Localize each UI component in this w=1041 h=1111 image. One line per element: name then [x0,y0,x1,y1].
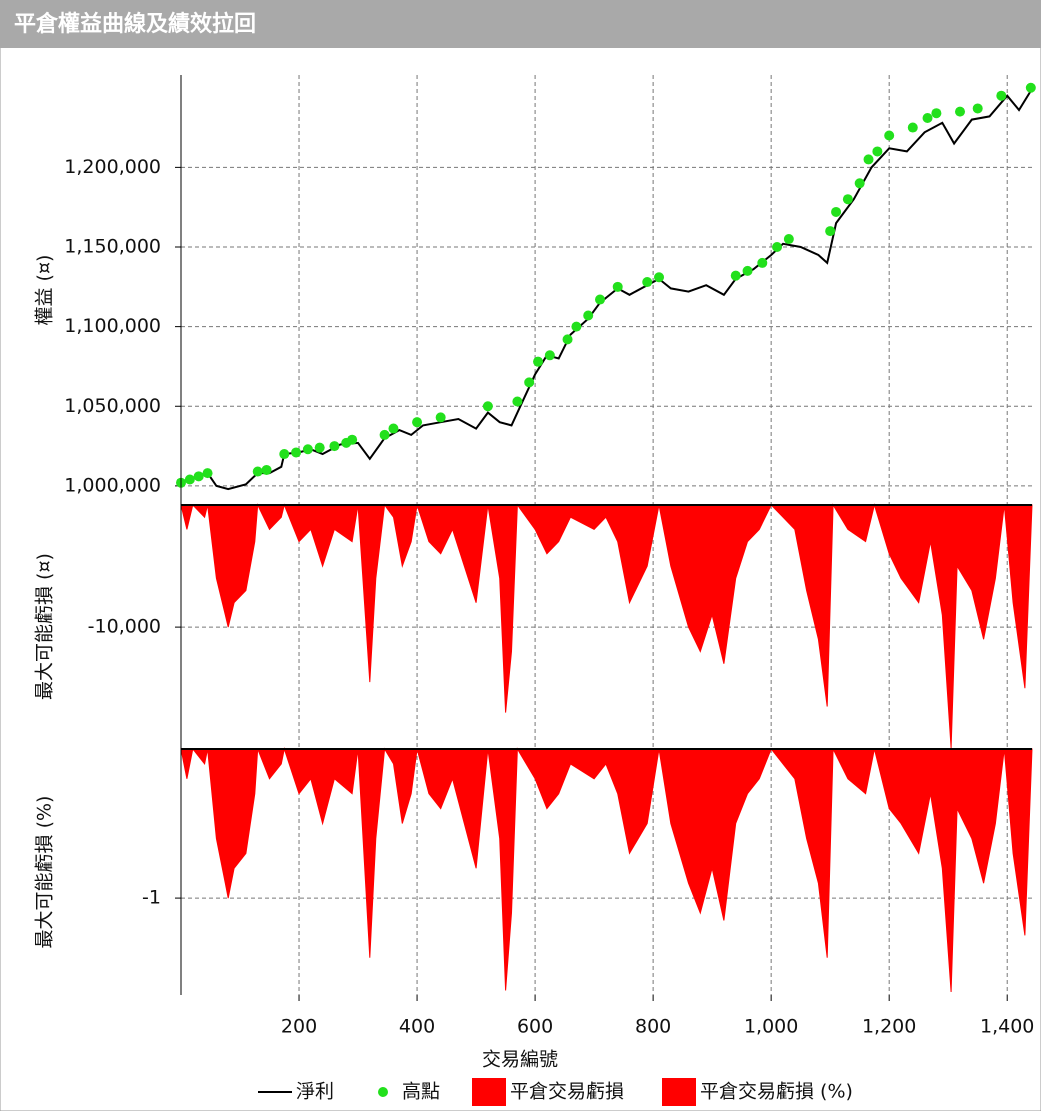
legend-swatch [472,1078,506,1106]
y-tick-label: -10,000 [88,616,161,638]
high-point [854,178,865,189]
high-point [524,377,535,388]
drawdown-area [180,503,1033,749]
high-point [302,444,313,455]
high-point [922,113,933,123]
high-point [571,321,582,332]
high-point [261,464,272,475]
window-title: 平倉權益曲線及績效拉回 [14,11,256,37]
high-point [772,242,783,252]
y-tick-label: -1 [142,887,161,909]
high-point [872,146,883,157]
high-point [482,401,493,412]
x-tick-label: 400 [399,1016,435,1038]
high-point [314,442,325,453]
high-point [907,122,918,133]
high-point [252,466,263,477]
legend-swatch [662,1078,696,1106]
high-point [842,194,853,205]
high-point [757,257,768,268]
y-tick-label: 1,100,000 [64,315,161,337]
high-point [931,108,942,119]
legend-label: 淨利 [296,1081,334,1103]
x-tick-label: 800 [635,1016,671,1038]
x-tick-label: 1,400 [980,1016,1034,1038]
y-tick-label: 1,200,000 [64,156,161,178]
high-point [202,468,213,479]
high-point [654,272,665,283]
high-point [583,310,594,321]
high-point [742,265,753,276]
high-point [612,281,623,292]
high-point [642,277,653,288]
x-tick-label: 1,000 [744,1016,798,1038]
high-point [544,350,555,361]
high-point [279,449,290,460]
x-tick-label: 200 [281,1016,317,1038]
high-point [955,106,966,117]
legend-label: 平倉交易虧損 [510,1081,624,1103]
high-point [1025,82,1036,93]
drawdown-area [180,747,1033,993]
high-point [193,471,204,482]
high-point [831,206,842,217]
high-point [730,270,741,281]
high-point [329,441,340,452]
high-point [533,356,544,367]
high-point [291,447,302,458]
high-point [884,130,895,141]
title-bar [0,0,1041,48]
high-point [996,90,1007,101]
legend-label: 高點 [402,1081,440,1103]
high-point [435,412,446,423]
y-axis-label: 最大可能虧損 (%) [34,796,56,949]
y-tick-label: 1,050,000 [64,395,161,417]
high-point [347,434,358,445]
x-axis-label: 交易編號 [482,1049,558,1071]
high-point [379,429,390,440]
legend-swatch [378,1087,388,1097]
high-point [412,417,423,428]
high-point [512,396,523,407]
high-point [184,474,195,485]
high-point [972,103,983,114]
high-point [783,234,794,245]
high-point [388,423,399,434]
high-point [825,226,836,237]
y-axis-label: 最大可能虧損 (¤) [34,553,56,700]
y-tick-label: 1,150,000 [64,236,161,258]
x-tick-label: 600 [517,1016,553,1038]
y-axis-label: 權益 (¤) [34,255,56,326]
high-point [863,154,874,165]
legend-label: 平倉交易虧損 (%) [700,1081,853,1103]
y-tick-label: 1,000,000 [64,474,161,496]
high-point [562,334,573,345]
x-tick-label: 1,200 [862,1016,916,1038]
high-point [595,294,606,305]
